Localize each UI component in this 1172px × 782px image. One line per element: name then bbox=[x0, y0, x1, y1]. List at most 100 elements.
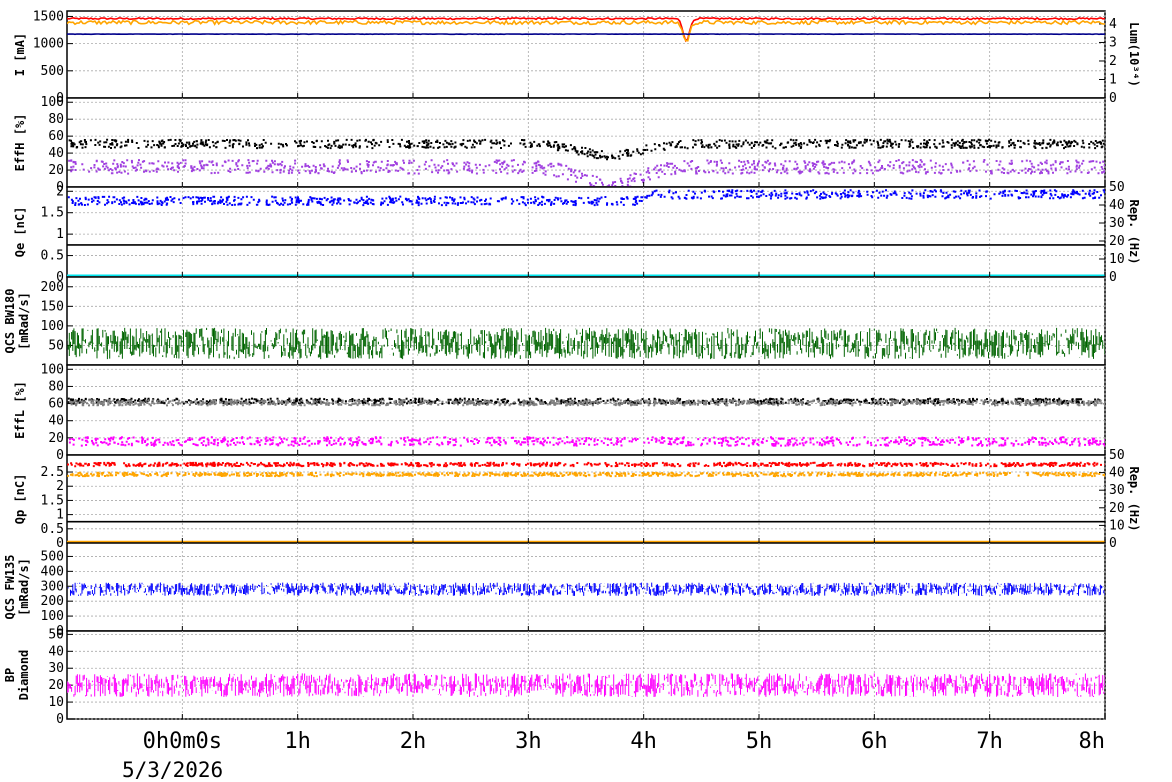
y-right-axis-label: Lum(10³⁴) bbox=[1127, 22, 1141, 87]
y-right-tick-label: 0 bbox=[1109, 270, 1117, 285]
panel-effl: 0 20 40 60 80 100 EffL [%] bbox=[13, 362, 1106, 463]
y-tick-label: 1.5 bbox=[41, 493, 64, 508]
y-right-tick-label: 4 bbox=[1109, 17, 1117, 32]
x-tick-label: 7h bbox=[976, 729, 1003, 754]
y-tick-label: 150 bbox=[41, 299, 64, 314]
series-scatter-2 bbox=[68, 436, 1105, 447]
y-axis-label-line2: Diamond bbox=[17, 650, 31, 701]
x-tick-label: 2h bbox=[400, 729, 427, 754]
y-tick-label: 60 bbox=[48, 397, 64, 412]
y-tick-label: 500 bbox=[41, 64, 64, 79]
y-axis-label-line2: [mRad/s] bbox=[17, 558, 31, 616]
y-axis-label: I [mA] bbox=[13, 33, 27, 76]
series-scatter-0 bbox=[67, 461, 1105, 468]
x-tick-label: 5h bbox=[746, 729, 773, 754]
panel-effh: 0 20 40 60 80 100 EffH [%] bbox=[13, 95, 1106, 195]
series-band-0 bbox=[67, 327, 1105, 360]
y-axis-label: EffL [%] bbox=[13, 381, 27, 439]
y-right-tick-label: 20 bbox=[1109, 234, 1125, 249]
y-right-tick-label: 10 bbox=[1109, 518, 1125, 533]
y-right-tick-label: 0 bbox=[1109, 536, 1117, 551]
y-right-axis-label: Rep. (Hz) bbox=[1127, 466, 1141, 531]
y-tick-label: 200 bbox=[41, 594, 64, 609]
panel-frame bbox=[66, 186, 1106, 278]
series-scatter-0 bbox=[68, 138, 1105, 161]
y-axis-label: QCS BW180 bbox=[3, 288, 17, 353]
y-tick-label: 100 bbox=[41, 362, 64, 377]
y-tick-label: 0 bbox=[56, 712, 64, 727]
panel-bp: 0 10 20 30 40 50 BP Diamond bbox=[3, 627, 1106, 727]
panel-frame bbox=[66, 97, 1106, 188]
x-tick-label: 8h bbox=[1079, 729, 1106, 754]
panel-frame bbox=[66, 542, 1106, 632]
y-tick-label: 400 bbox=[41, 564, 64, 579]
y-tick-label: 100 bbox=[41, 609, 64, 624]
y-tick-label: 50 bbox=[48, 627, 64, 642]
series-group bbox=[67, 397, 1105, 447]
y-tick-label: 2.5 bbox=[41, 465, 64, 480]
x-tick-label: 4h bbox=[630, 729, 657, 754]
series-scatter-0 bbox=[67, 397, 1101, 405]
series-line-1 bbox=[67, 19, 1105, 42]
y-tick-label: 50 bbox=[48, 338, 64, 353]
series-band-0 bbox=[67, 582, 1105, 596]
y-tick-label: 500 bbox=[41, 549, 64, 564]
panel-frame bbox=[66, 454, 1106, 544]
y-right-tick-label: 3 bbox=[1109, 35, 1117, 50]
y-axis-label: EffH [%] bbox=[13, 114, 27, 172]
series-group bbox=[67, 16, 1105, 43]
y-right-tick-label: 30 bbox=[1109, 216, 1125, 231]
y-tick-label: 0 bbox=[56, 270, 64, 285]
y-axis-label: QCS FW135 bbox=[3, 554, 17, 619]
series-group bbox=[67, 673, 1105, 697]
y-tick-label: 0 bbox=[56, 180, 64, 195]
series-group bbox=[67, 189, 1105, 277]
y-right-axis-label: Rep. (Hz) bbox=[1127, 199, 1141, 264]
y-tick-label: 40 bbox=[48, 644, 64, 659]
x-tick-label: 6h bbox=[861, 729, 888, 754]
y-axis-label: Qe [nC] bbox=[13, 207, 27, 258]
y-tick-label: 60 bbox=[48, 129, 64, 144]
panel-frame bbox=[66, 630, 1106, 720]
y-axis-label: Qp [nC] bbox=[13, 474, 27, 525]
panel-current: 0 500 1000 1500 0 1 2 3 4 Lum(10³⁴) I [mA] bbox=[13, 9, 1141, 106]
y-axis-label-line2: [mRad/s] bbox=[17, 292, 31, 350]
y-tick-label: 80 bbox=[48, 379, 64, 394]
x-tick-label: 0h0m0s bbox=[143, 729, 222, 754]
series-line-0 bbox=[67, 16, 1105, 43]
panel-bw180: 50 100 150 200 QCS BW180 [mRad/s] bbox=[3, 276, 1106, 366]
series-group bbox=[67, 582, 1105, 596]
y-tick-label: 20 bbox=[48, 431, 64, 446]
y-tick-label: 0 bbox=[56, 536, 64, 551]
y-tick-label: 1 bbox=[56, 508, 64, 523]
y-tick-label: 20 bbox=[48, 163, 64, 178]
y-tick-label: 0.5 bbox=[41, 249, 64, 264]
y-tick-label: 200 bbox=[41, 280, 64, 295]
y-right-tick-label: 40 bbox=[1109, 466, 1125, 481]
series-scatter-0 bbox=[67, 189, 1105, 207]
y-right-tick-label: 1 bbox=[1109, 72, 1117, 87]
series-group bbox=[67, 461, 1105, 543]
y-tick-label: 1 bbox=[56, 227, 64, 242]
series-band-0 bbox=[67, 673, 1105, 697]
y-tick-label: 0 bbox=[56, 448, 64, 463]
panel-frame bbox=[66, 10, 1106, 99]
y-right-tick-label: 20 bbox=[1109, 501, 1125, 516]
y-tick-label: 0 bbox=[56, 91, 64, 106]
y-tick-label: 40 bbox=[48, 146, 64, 161]
panel-frame bbox=[66, 276, 1106, 366]
y-right-tick-label: 50 bbox=[1109, 448, 1125, 463]
y-tick-label: 1500 bbox=[33, 9, 64, 24]
y-tick-label: 2 bbox=[56, 479, 64, 494]
series-group bbox=[67, 327, 1105, 360]
y-tick-label: 1.5 bbox=[41, 206, 64, 221]
y-tick-label: 30 bbox=[48, 661, 64, 676]
y-tick-label: 100 bbox=[41, 319, 64, 334]
series-scatter-1 bbox=[68, 159, 1105, 187]
y-tick-label: 0.5 bbox=[41, 522, 64, 537]
x-tick-label: 1h bbox=[284, 729, 311, 754]
